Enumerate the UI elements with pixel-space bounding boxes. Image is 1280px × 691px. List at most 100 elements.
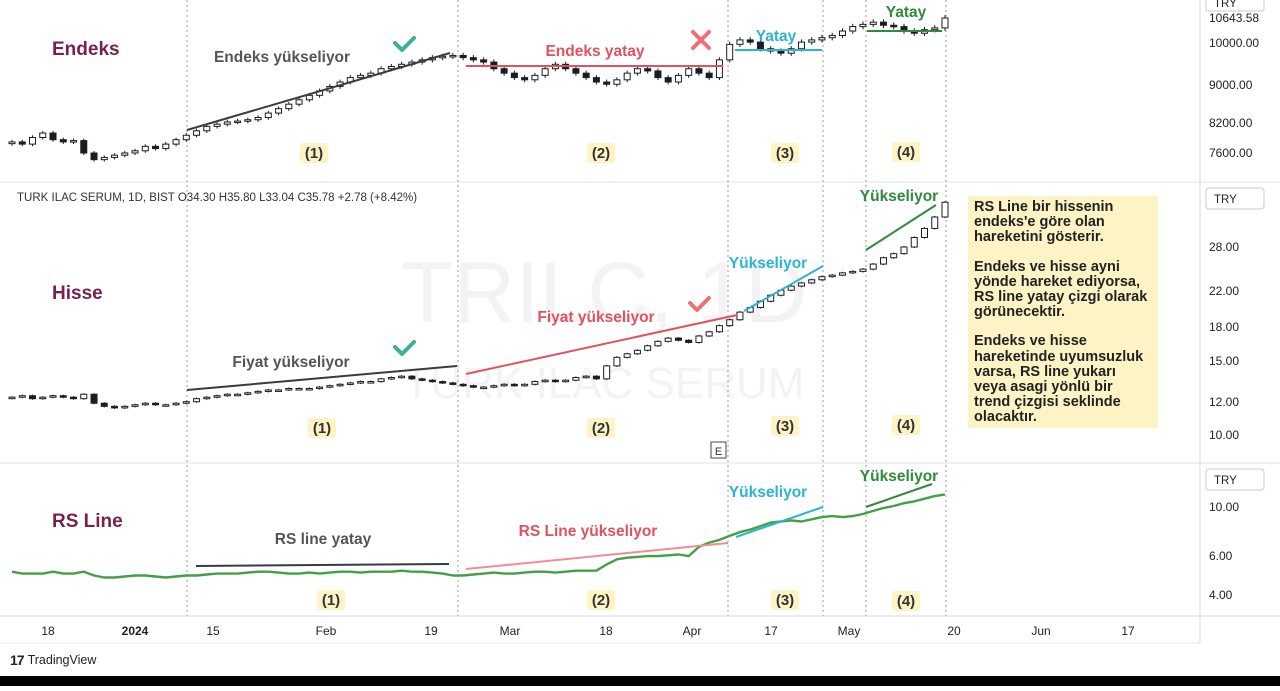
trend-line-hisse-1 <box>186 365 458 391</box>
candle <box>111 154 119 158</box>
candle <box>603 81 611 85</box>
candle <box>756 41 764 50</box>
period-badge <box>771 416 799 436</box>
ohlc-high: H35.80 <box>218 192 256 204</box>
price-tick-label: 18.00 <box>1209 320 1239 334</box>
candle <box>285 388 293 391</box>
currency-tag-text: TRY <box>1214 194 1237 206</box>
period-badge <box>771 590 799 610</box>
annotation-endeks-seg1: Endeks yükseliyor <box>214 49 350 66</box>
candle <box>8 396 16 400</box>
candle <box>295 99 303 105</box>
price-tick-label: 4.00 <box>1209 588 1233 602</box>
candle <box>59 139 67 143</box>
candle <box>316 386 324 390</box>
candle <box>418 378 426 381</box>
candle <box>193 398 201 403</box>
annotation-hisse-seg4: Yükseliyor <box>860 188 938 205</box>
time-tick-label: 18 <box>599 624 613 638</box>
event-marker[interactable] <box>710 441 727 459</box>
candle <box>531 381 539 385</box>
ohlc-low: L33.04 <box>259 192 295 204</box>
price-tick-label: 15.00 <box>1209 354 1239 368</box>
candle <box>879 257 887 265</box>
candle <box>664 337 672 342</box>
candle <box>131 404 139 407</box>
candle <box>39 132 47 138</box>
note-paragraph-1: RS Line bir hissenin endeks'e göre olan … <box>974 199 1114 246</box>
candle <box>264 389 272 392</box>
ohlc-open: O34.30 <box>177 192 216 204</box>
price-tick-label: 28.00 <box>1209 240 1239 254</box>
candle <box>695 335 703 343</box>
trend-line-rs-1 <box>195 563 450 567</box>
period-badge <box>300 143 328 163</box>
candle <box>234 120 242 124</box>
candle <box>849 26 857 32</box>
candle <box>797 282 805 287</box>
candle <box>674 74 682 83</box>
candle <box>644 345 652 351</box>
candle <box>541 68 549 76</box>
ohlc-close: C35.78 <box>297 192 335 204</box>
tradingview-logo[interactable]: 17 TradingView <box>10 652 96 668</box>
price-axis[interactable]: 10643.58 10000.00 9000.00 8200.00 7600.00 28.… <box>1209 11 1259 602</box>
candle <box>49 132 57 141</box>
candle <box>172 139 180 145</box>
candle <box>182 401 190 404</box>
currency-tag-text: TRY <box>1214 475 1237 487</box>
candle <box>213 123 221 127</box>
candle <box>18 395 26 398</box>
candle <box>654 70 662 79</box>
check-icon <box>393 36 416 52</box>
candle <box>808 279 816 284</box>
trend-line-hisse-3 <box>743 265 824 312</box>
candle <box>838 272 846 276</box>
candle <box>510 383 518 387</box>
candle <box>920 227 928 238</box>
time-axis[interactable]: 18 2024 15 Feb 19 Mar 18 Apr 17 May 20 Jun 17 <box>41 624 1135 638</box>
candle <box>695 68 703 74</box>
candle <box>469 57 477 61</box>
candle <box>49 395 57 398</box>
candle <box>29 395 37 400</box>
candle <box>705 72 713 79</box>
candle <box>326 385 334 388</box>
candle <box>541 379 549 383</box>
currency-tag-hisse: TRY <box>1205 187 1265 210</box>
candle <box>90 393 98 404</box>
candle <box>428 379 436 383</box>
candle <box>59 395 67 398</box>
candle <box>910 236 918 248</box>
candle <box>367 381 375 384</box>
candle <box>941 17 949 29</box>
candle <box>490 385 498 388</box>
price-tick-label: 10.00 <box>1209 500 1239 514</box>
period-badge <box>587 143 615 163</box>
currency-tag-rs: TRY <box>1205 468 1265 491</box>
candle <box>100 156 108 161</box>
time-tick-label: 2024 <box>122 624 149 638</box>
candle <box>264 112 272 119</box>
candle <box>674 337 682 341</box>
period-badge <box>587 590 615 610</box>
period-badge <box>892 415 920 435</box>
trend-line-rs-2 <box>465 542 729 570</box>
candle <box>818 37 826 41</box>
note-paragraph-3: Endeks ve hisse hareketinde uyumsuzluk v… <box>974 333 1144 426</box>
candle <box>203 125 211 132</box>
annotation-rs-seg4: Yükseliyor <box>860 468 938 485</box>
candle <box>80 393 88 400</box>
candle <box>70 396 78 400</box>
candle <box>715 325 723 333</box>
candle <box>746 39 754 43</box>
candle <box>838 30 846 36</box>
candle <box>480 59 488 63</box>
candle <box>29 136 37 145</box>
endeks-candles <box>8 15 949 162</box>
period-badge <box>892 142 920 162</box>
annotation-hisse-seg1: Fiyat yükseliyor <box>232 354 349 371</box>
ohlc-symbol: TURK ILAC SERUM, 1D, BIST <box>17 192 175 204</box>
